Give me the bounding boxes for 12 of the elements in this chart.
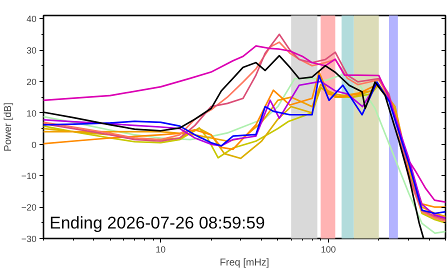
y-tick-label: 0 bbox=[31, 140, 37, 150]
x-axis-title: Freq [mHz] bbox=[220, 258, 270, 268]
y-tick-label: 20 bbox=[26, 76, 37, 87]
x-tick-label: 100 bbox=[320, 244, 336, 254]
annotation: Ending 2026-07-26 08:59:59 bbox=[50, 214, 266, 232]
y-tick-label: 30 bbox=[26, 46, 37, 56]
y-tick-label: −20 bbox=[21, 202, 37, 213]
y-tick-label: 40 bbox=[26, 14, 37, 24]
y-tick-label: −30 bbox=[21, 234, 37, 244]
y-tick-label: −10 bbox=[21, 171, 37, 182]
y-tick-label: 10 bbox=[26, 108, 37, 118]
y-axis-title: Power [dB] bbox=[3, 102, 14, 152]
